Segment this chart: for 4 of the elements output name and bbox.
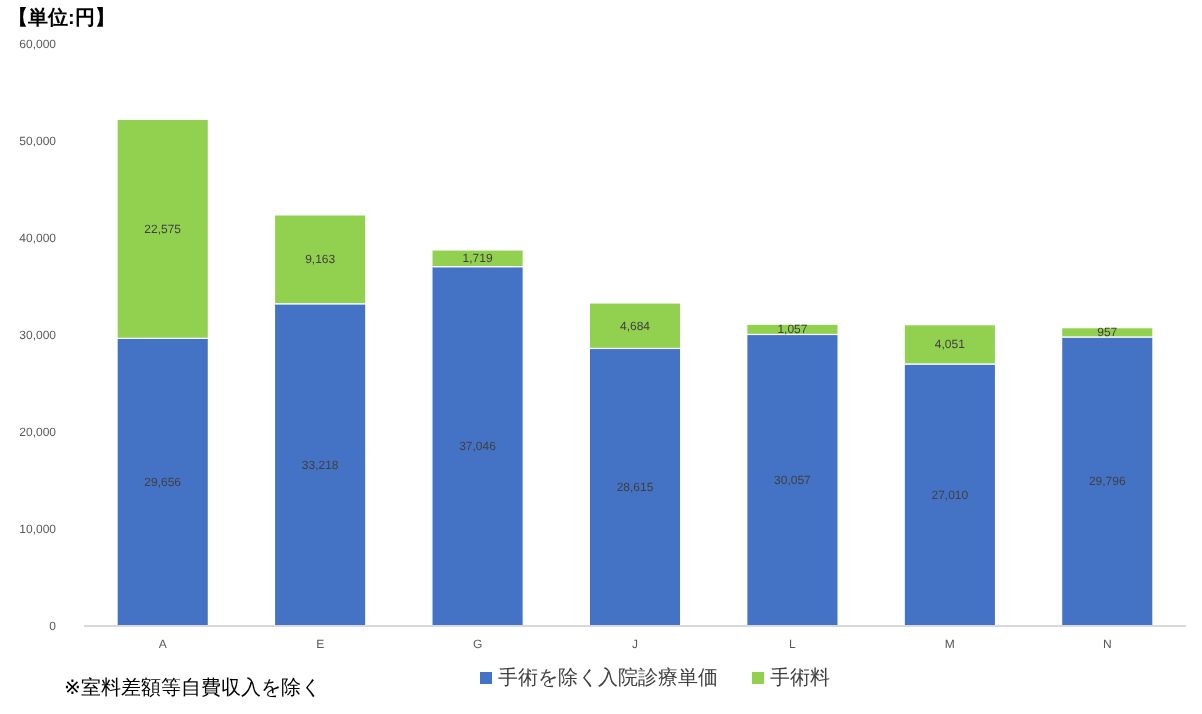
legend-label: 手術を除く入院診療単価 [498, 666, 718, 690]
text: ※室料差額等自費収入を除く [64, 676, 321, 700]
legend-label: 手術料 [770, 666, 830, 690]
chart-title: 【単位:円】 [8, 6, 115, 30]
